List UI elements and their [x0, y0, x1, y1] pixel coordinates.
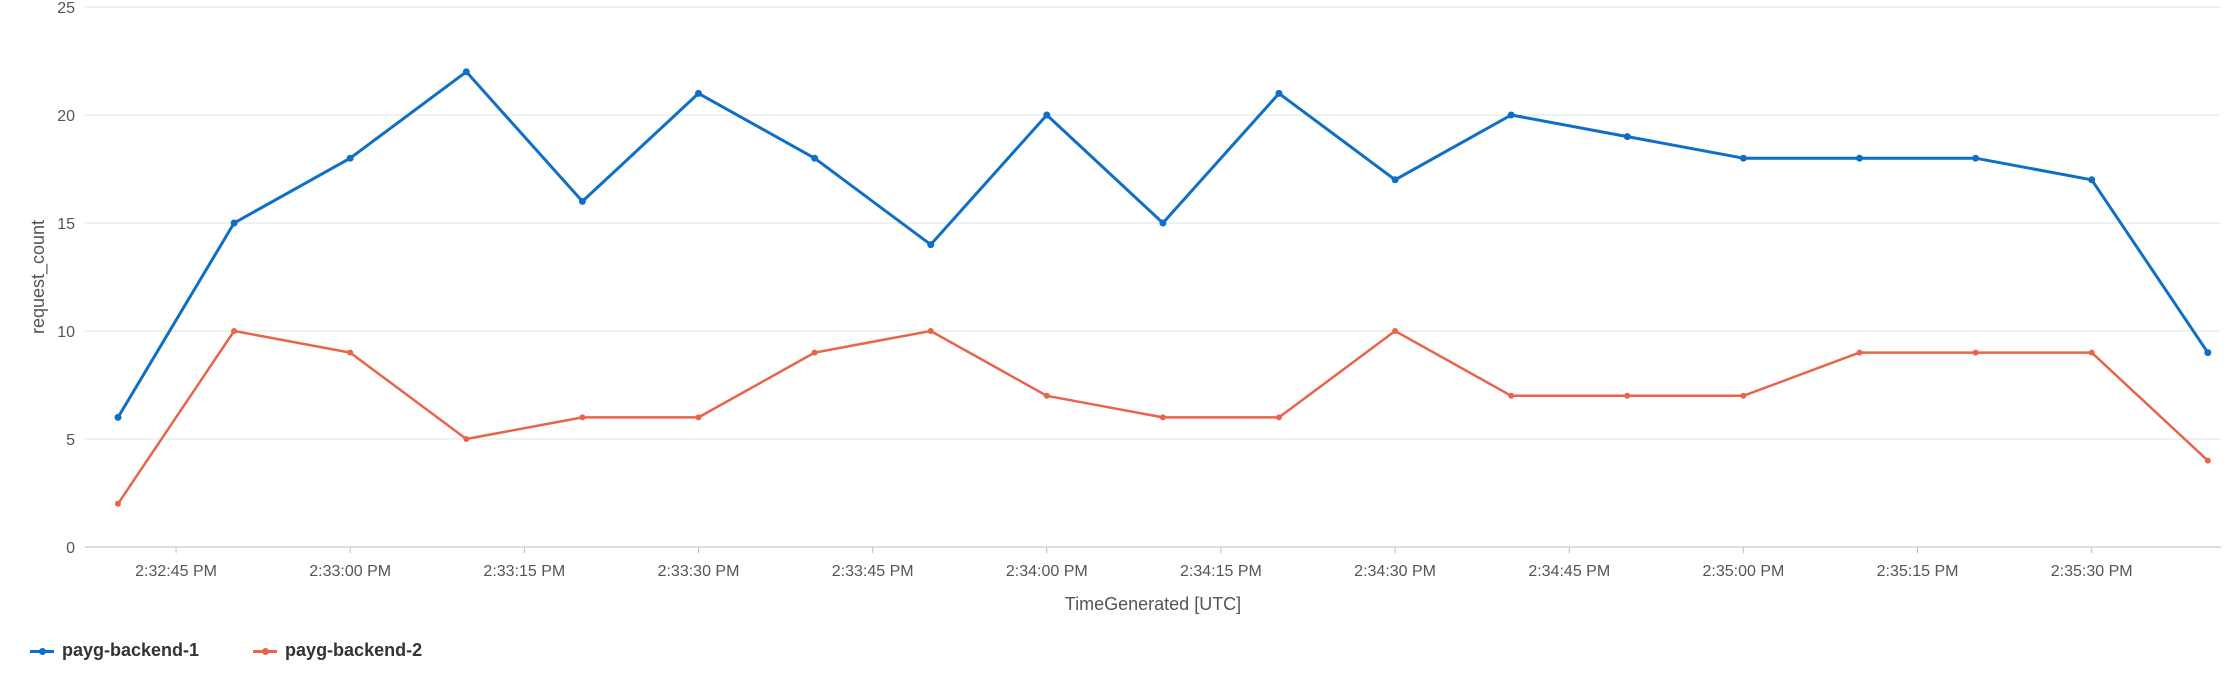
data-point[interactable]: [114, 413, 122, 421]
data-point[interactable]: [346, 154, 354, 162]
y-axis-ticks: 0 5 10 15 20 25: [57, 0, 75, 557]
legend-label: payg-backend-2: [285, 640, 423, 660]
data-point[interactable]: [462, 68, 470, 76]
data-point[interactable]: [1391, 176, 1399, 184]
data-point[interactable]: [230, 219, 238, 227]
x-tick-label: 2:35:15 PM: [1877, 563, 1959, 580]
data-point[interactable]: [1043, 111, 1051, 119]
legend: payg-backend-1 payg-backend-2: [30, 640, 422, 661]
x-tick-label: 2:35:00 PM: [1702, 563, 1784, 580]
x-axis-ticks: 2:32:45 PM 2:33:00 PM 2:33:15 PM 2:33:30 PM…: [135, 547, 2133, 580]
data-point[interactable]: [1392, 328, 1399, 334]
data-point[interactable]: [695, 414, 702, 421]
data-point[interactable]: [927, 328, 934, 334]
data-point[interactable]: [1972, 349, 1979, 356]
data-point[interactable]: [2204, 457, 2211, 464]
data-point[interactable]: [1508, 392, 1515, 399]
data-point[interactable]: [1623, 133, 1631, 141]
y-axis-title: request_count: [28, 220, 49, 334]
data-point[interactable]: [2204, 349, 2212, 357]
legend-item-payg-backend-1[interactable]: payg-backend-1: [30, 640, 199, 661]
data-point[interactable]: [1159, 414, 1166, 421]
data-point[interactable]: [579, 414, 586, 421]
data-point[interactable]: [1739, 154, 1747, 162]
y-tick-label: 25: [57, 0, 75, 17]
data-point[interactable]: [1043, 392, 1050, 399]
x-tick-label: 2:34:15 PM: [1180, 563, 1262, 580]
data-point[interactable]: [578, 197, 586, 205]
data-point[interactable]: [1624, 392, 1631, 399]
x-tick-label: 2:34:45 PM: [1528, 563, 1610, 580]
x-tick-label: 2:32:45 PM: [135, 563, 217, 580]
x-tick-label: 2:33:00 PM: [309, 563, 391, 580]
data-point[interactable]: [1856, 154, 1863, 162]
data-point[interactable]: [1740, 392, 1747, 399]
legend-item-payg-backend-2[interactable]: payg-backend-2: [253, 640, 422, 661]
series-line: [116, 70, 2210, 419]
data-point[interactable]: [927, 241, 935, 249]
x-axis-title: TimeGenerated [UTC]: [1065, 594, 1241, 614]
data-point[interactable]: [1276, 414, 1282, 421]
series-group: [114, 68, 2212, 507]
legend-swatch: [253, 644, 278, 658]
data-point[interactable]: [347, 349, 354, 356]
legend-swatch: [30, 644, 54, 658]
x-tick-label: 2:35:30 PM: [2051, 563, 2133, 580]
data-point[interactable]: [1507, 111, 1515, 119]
series-payg-backend-1: [114, 68, 2212, 421]
y-tick-label: 0: [66, 540, 75, 557]
y-tick-label: 10: [57, 324, 75, 341]
gridlines: [85, 6, 2221, 548]
data-point[interactable]: [1159, 219, 1167, 227]
x-tick-label: 2:33:15 PM: [483, 563, 565, 580]
x-tick-label: 2:34:30 PM: [1354, 563, 1436, 580]
data-point[interactable]: [811, 349, 818, 356]
data-point[interactable]: [1856, 349, 1863, 356]
y-tick-label: 15: [57, 216, 75, 233]
x-tick-label: 2:34:00 PM: [1006, 563, 1088, 580]
data-point[interactable]: [463, 436, 470, 442]
series-payg-backend-2: [115, 328, 2211, 507]
x-tick-label: 2:33:45 PM: [832, 563, 914, 580]
data-point[interactable]: [695, 89, 702, 97]
data-point[interactable]: [1275, 89, 1283, 97]
data-point[interactable]: [115, 500, 121, 507]
data-point[interactable]: [231, 328, 238, 334]
x-tick-label: 2:33:30 PM: [658, 563, 740, 580]
y-tick-label: 5: [66, 432, 75, 449]
data-point[interactable]: [2088, 176, 2096, 184]
data-point[interactable]: [1972, 154, 1980, 162]
legend-label: payg-backend-1: [62, 640, 200, 660]
data-point[interactable]: [2088, 349, 2095, 356]
data-point[interactable]: [811, 154, 819, 162]
y-tick-label: 20: [57, 108, 75, 125]
